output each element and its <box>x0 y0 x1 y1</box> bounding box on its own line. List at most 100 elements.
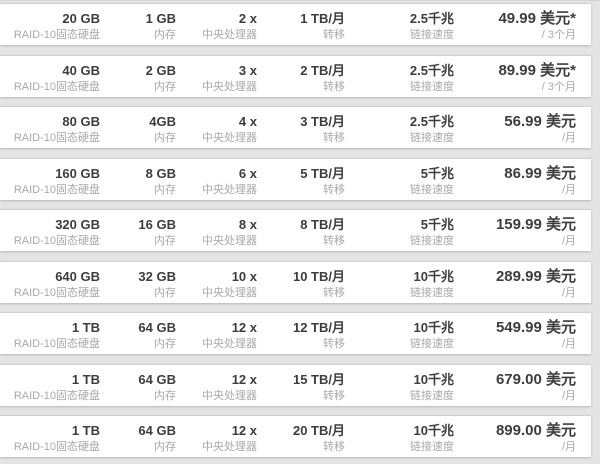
storage-value: 40 GB <box>62 62 100 78</box>
speed-cell: 5千兆 链接速度 <box>345 166 454 200</box>
ram-label: 内存 <box>154 286 176 299</box>
ram-label: 内存 <box>154 80 176 93</box>
transfer-label: 转移 <box>323 80 345 93</box>
cpu-value: 6 x <box>238 165 257 181</box>
transfer-value: 1 TB/月 <box>300 11 345 26</box>
speed-label: 链接速度 <box>410 441 454 453</box>
transfer-value: 3 TB/月 <box>300 114 345 129</box>
ram-cell: 64 GB 内存 <box>100 372 176 406</box>
price-value: 86.99 美元 <box>504 164 576 182</box>
storage-label: RAID-10固态硬盘 <box>13 80 100 93</box>
cpu-value: 12 x <box>231 371 257 387</box>
price-value: 56.99 美元 <box>504 113 576 130</box>
speed-label: 链接速度 <box>410 286 454 299</box>
speed-label: 链接速度 <box>410 389 454 402</box>
ram-label: 内存 <box>154 441 176 453</box>
speed-cell: 10千兆 链接速度 <box>345 269 454 303</box>
ram-label: 内存 <box>154 29 176 41</box>
speed-label: 链接速度 <box>410 338 454 350</box>
ram-label: 内存 <box>154 183 176 196</box>
price-period: / 3个月 <box>541 29 576 41</box>
price-period: /月 <box>561 183 576 196</box>
ram-cell: 64 GB 内存 <box>100 320 176 354</box>
ram-label: 内存 <box>154 389 176 402</box>
plan-row: 1 TB RAID-10固态硬盘 64 GB 内存 12 x 中央处理器 12 … <box>0 312 591 354</box>
transfer-cell: 1 TB/月 转移 <box>257 11 345 45</box>
storage-label: RAID-10固态硬盘 <box>13 132 100 144</box>
cpu-value: 10 x <box>231 268 257 284</box>
price-cell: 89.99 美元* / 3个月 <box>454 61 576 97</box>
plan-row: 1 TB RAID-10固态硬盘 64 GB 内存 12 x 中央处理器 15 … <box>0 363 591 406</box>
storage-cell: 1 TB RAID-10固态硬盘 <box>0 423 100 457</box>
storage-cell: 40 GB RAID-10固态硬盘 <box>0 63 100 97</box>
price-cell: 159.99 美元 /月 <box>454 217 576 251</box>
storage-label: RAID-10固态硬盘 <box>13 29 100 41</box>
transfer-cell: 12 TB/月 转移 <box>257 320 345 354</box>
price-cell: 49.99 美元* / 3个月 <box>454 11 576 45</box>
plan-row: 80 GB RAID-10固态硬盘 4GB 内存 4 x 中央处理器 3 TB/… <box>0 106 591 148</box>
price-period: /月 <box>561 235 576 247</box>
cpu-value: 3 x <box>238 62 257 78</box>
cpu-label: 中央处理器 <box>202 286 257 299</box>
speed-value: 5千兆 <box>420 165 454 181</box>
storage-cell: 1 TB RAID-10固态硬盘 <box>0 372 100 406</box>
plan-row: 20 GB RAID-10固态硬盘 1 GB 内存 2 x 中央处理器 1 TB… <box>0 3 591 45</box>
storage-label: RAID-10固态硬盘 <box>13 286 100 299</box>
price-value: 289.99 美元 <box>495 267 576 285</box>
price-period: /月 <box>561 338 576 350</box>
transfer-cell: 3 TB/月 转移 <box>257 114 345 148</box>
price-value: 89.99 美元* <box>498 61 576 79</box>
storage-value: 1 TB <box>71 371 100 387</box>
cpu-value: 8 x <box>238 217 257 232</box>
cpu-label: 中央处理器 <box>202 80 257 93</box>
cpu-cell: 6 x 中央处理器 <box>176 166 257 200</box>
price-period: /月 <box>561 441 576 453</box>
storage-label: RAID-10固态硬盘 <box>13 235 100 247</box>
cpu-cell: 12 x 中央处理器 <box>176 423 257 457</box>
transfer-label: 转移 <box>323 389 345 402</box>
cpu-label: 中央处理器 <box>202 389 257 402</box>
speed-label: 链接速度 <box>410 183 454 196</box>
transfer-value: 20 TB/月 <box>292 423 345 438</box>
ram-value: 64 GB <box>138 423 176 438</box>
cpu-value: 4 x <box>238 114 257 129</box>
cpu-value: 2 x <box>238 11 257 26</box>
transfer-label: 转移 <box>323 338 345 350</box>
transfer-value: 12 TB/月 <box>292 320 345 335</box>
cpu-cell: 2 x 中央处理器 <box>176 11 257 45</box>
price-period: /月 <box>561 389 576 402</box>
price-value: 679.00 美元 <box>495 370 576 388</box>
ram-label: 内存 <box>154 338 176 350</box>
speed-cell: 2.5千兆 链接速度 <box>345 11 454 45</box>
plan-row: 1 TB RAID-10固态硬盘 64 GB 内存 12 x 中央处理器 20 … <box>0 415 591 457</box>
storage-cell: 80 GB RAID-10固态硬盘 <box>0 114 100 148</box>
cpu-value: 12 x <box>231 320 257 335</box>
cpu-label: 中央处理器 <box>202 29 257 41</box>
transfer-label: 转移 <box>323 235 345 247</box>
ram-label: 内存 <box>154 132 176 144</box>
storage-label: RAID-10固态硬盘 <box>13 183 100 196</box>
price-period: / 3个月 <box>541 80 576 93</box>
storage-value: 160 GB <box>55 165 100 181</box>
storage-label: RAID-10固态硬盘 <box>13 389 100 402</box>
storage-cell: 320 GB RAID-10固态硬盘 <box>0 217 100 251</box>
price-value: 899.00 美元 <box>495 422 576 439</box>
transfer-value: 15 TB/月 <box>292 371 345 387</box>
transfer-label: 转移 <box>323 286 345 299</box>
price-cell: 679.00 美元 /月 <box>454 370 576 406</box>
cpu-label: 中央处理器 <box>202 338 257 350</box>
price-cell: 86.99 美元 /月 <box>454 164 576 200</box>
cpu-cell: 3 x 中央处理器 <box>176 63 257 97</box>
storage-value: 1 TB <box>71 320 100 335</box>
ram-value: 4GB <box>149 114 176 129</box>
speed-cell: 10千兆 链接速度 <box>345 423 454 457</box>
speed-cell: 5千兆 链接速度 <box>345 217 454 251</box>
storage-value: 320 GB <box>55 217 100 232</box>
price-cell: 289.99 美元 /月 <box>454 267 576 303</box>
cpu-label: 中央处理器 <box>202 183 257 196</box>
storage-value: 80 GB <box>62 114 100 129</box>
speed-value: 10千兆 <box>413 371 454 387</box>
storage-cell: 160 GB RAID-10固态硬盘 <box>0 166 100 200</box>
storage-value: 1 TB <box>71 423 100 438</box>
transfer-label: 转移 <box>323 132 345 144</box>
